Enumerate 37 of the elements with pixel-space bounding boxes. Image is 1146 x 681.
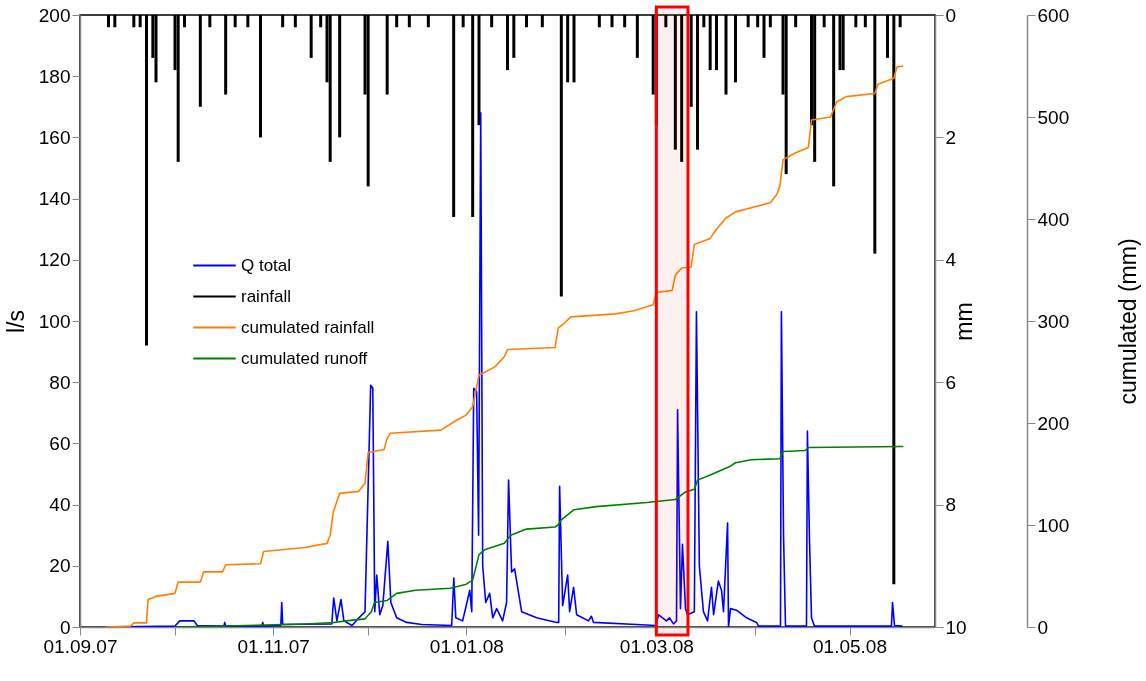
y-tick-label: 80 (49, 371, 71, 393)
y2-tick-label: 6 (945, 371, 957, 393)
x-tick-label: 01.11.07 (237, 635, 310, 657)
y2-tick-label: 10 (945, 616, 967, 638)
y3-tick-label: 100 (1037, 514, 1070, 536)
y2-tick-label: 0 (945, 4, 957, 26)
x-tick-label: 01.03.08 (619, 635, 694, 657)
y-tick-label: 160 (38, 126, 71, 148)
x-tick-label: 01.01.08 (429, 635, 504, 657)
y2-axis-title: mm (950, 302, 977, 341)
y2-tick-label: 8 (945, 494, 957, 516)
y3-tick-label: 600 (1037, 4, 1070, 26)
y-axis-title: l/s (2, 310, 29, 333)
legend-label: cumulated runoff (241, 348, 368, 368)
y3-tick-label: 200 (1037, 412, 1070, 434)
y-tick-label: 200 (38, 4, 71, 26)
y3-tick-label: 300 (1037, 310, 1070, 332)
y-tick-label: 120 (38, 249, 71, 271)
y-tick-label: 140 (38, 188, 71, 210)
x-tick-label: 01.09.07 (43, 635, 118, 657)
y2-tick-label: 2 (945, 126, 957, 148)
legend-label: Q total (241, 255, 292, 275)
y-tick-label: 180 (38, 65, 71, 87)
legend-label: cumulated rainfall (241, 317, 375, 337)
y-tick-label: 60 (49, 432, 71, 454)
y3-tick-label: 400 (1037, 208, 1070, 230)
y-tick-label: 100 (38, 310, 71, 332)
y3-tick-label: 500 (1037, 106, 1070, 128)
line-series (174, 445, 905, 627)
y-tick-label: 20 (49, 555, 71, 577)
y2-tick-label: 4 (945, 249, 957, 271)
y-tick-label: 0 (59, 616, 71, 638)
y3-axis-title: cumulated (mm) (1115, 238, 1142, 405)
y-tick-label: 40 (49, 494, 71, 516)
x-tick-label: 01.05.08 (813, 635, 887, 657)
legend-label: rainfall (241, 286, 292, 306)
y3-tick-label: 0 (1037, 616, 1049, 638)
